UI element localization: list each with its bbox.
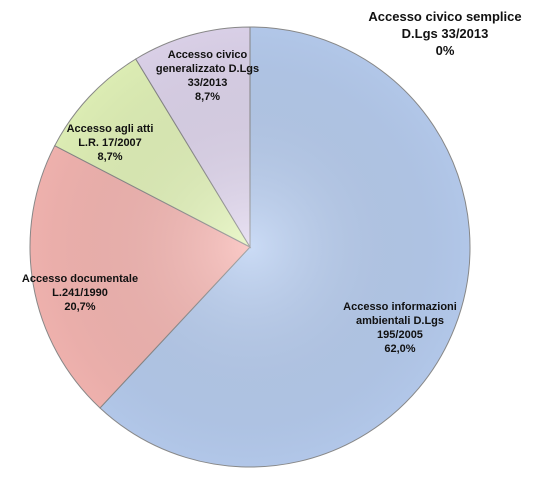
slice-label: Accesso civico generalizzato D.Lgs 33/20…	[150, 48, 265, 104]
value-label: 8,7%	[194, 91, 221, 103]
label-box: Accesso civico semplice D.Lgs 33/2013 0%	[355, 8, 535, 59]
value-label: 20,7%	[64, 301, 96, 313]
category-label: Accesso civico semplice D.Lgs 33/2013	[368, 9, 522, 41]
category-label: Accesso documentale L.241/1990	[21, 273, 139, 299]
category-label: Accesso agli atti L.R. 17/2007	[66, 123, 154, 149]
slice-label: Accesso agli atti L.R. 17/2007 8,7%	[55, 122, 165, 164]
value-label: 8,7%	[97, 151, 123, 163]
slice-label: Accesso informazioni ambientali D.Lgs 19…	[335, 300, 465, 356]
label-box: Accesso civico generalizzato D.Lgs 33/20…	[150, 48, 265, 104]
label-box: Accesso agli atti L.R. 17/2007 8,7%	[55, 122, 165, 164]
category-label: Accesso informazioni ambientali D.Lgs 19…	[343, 301, 457, 341]
value-label: 0%	[435, 43, 455, 58]
value-label: 62,0%	[384, 343, 416, 355]
category-label: Accesso civico generalizzato D.Lgs 33/20…	[155, 49, 260, 89]
label-box: Accesso documentale L.241/1990 20,7%	[10, 272, 150, 314]
slice-label: Accesso civico semplice D.Lgs 33/2013 0%	[355, 8, 535, 59]
slice-label: Accesso documentale L.241/1990 20,7%	[10, 272, 150, 314]
label-box: Accesso informazioni ambientali D.Lgs 19…	[335, 300, 465, 356]
